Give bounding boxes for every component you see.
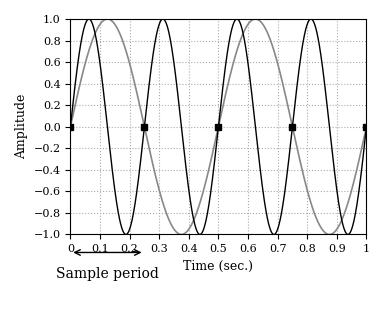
X-axis label: Time (sec.): Time (sec.) — [183, 260, 253, 273]
Text: Sample period: Sample period — [56, 267, 159, 281]
Y-axis label: Amplitude: Amplitude — [15, 94, 28, 160]
